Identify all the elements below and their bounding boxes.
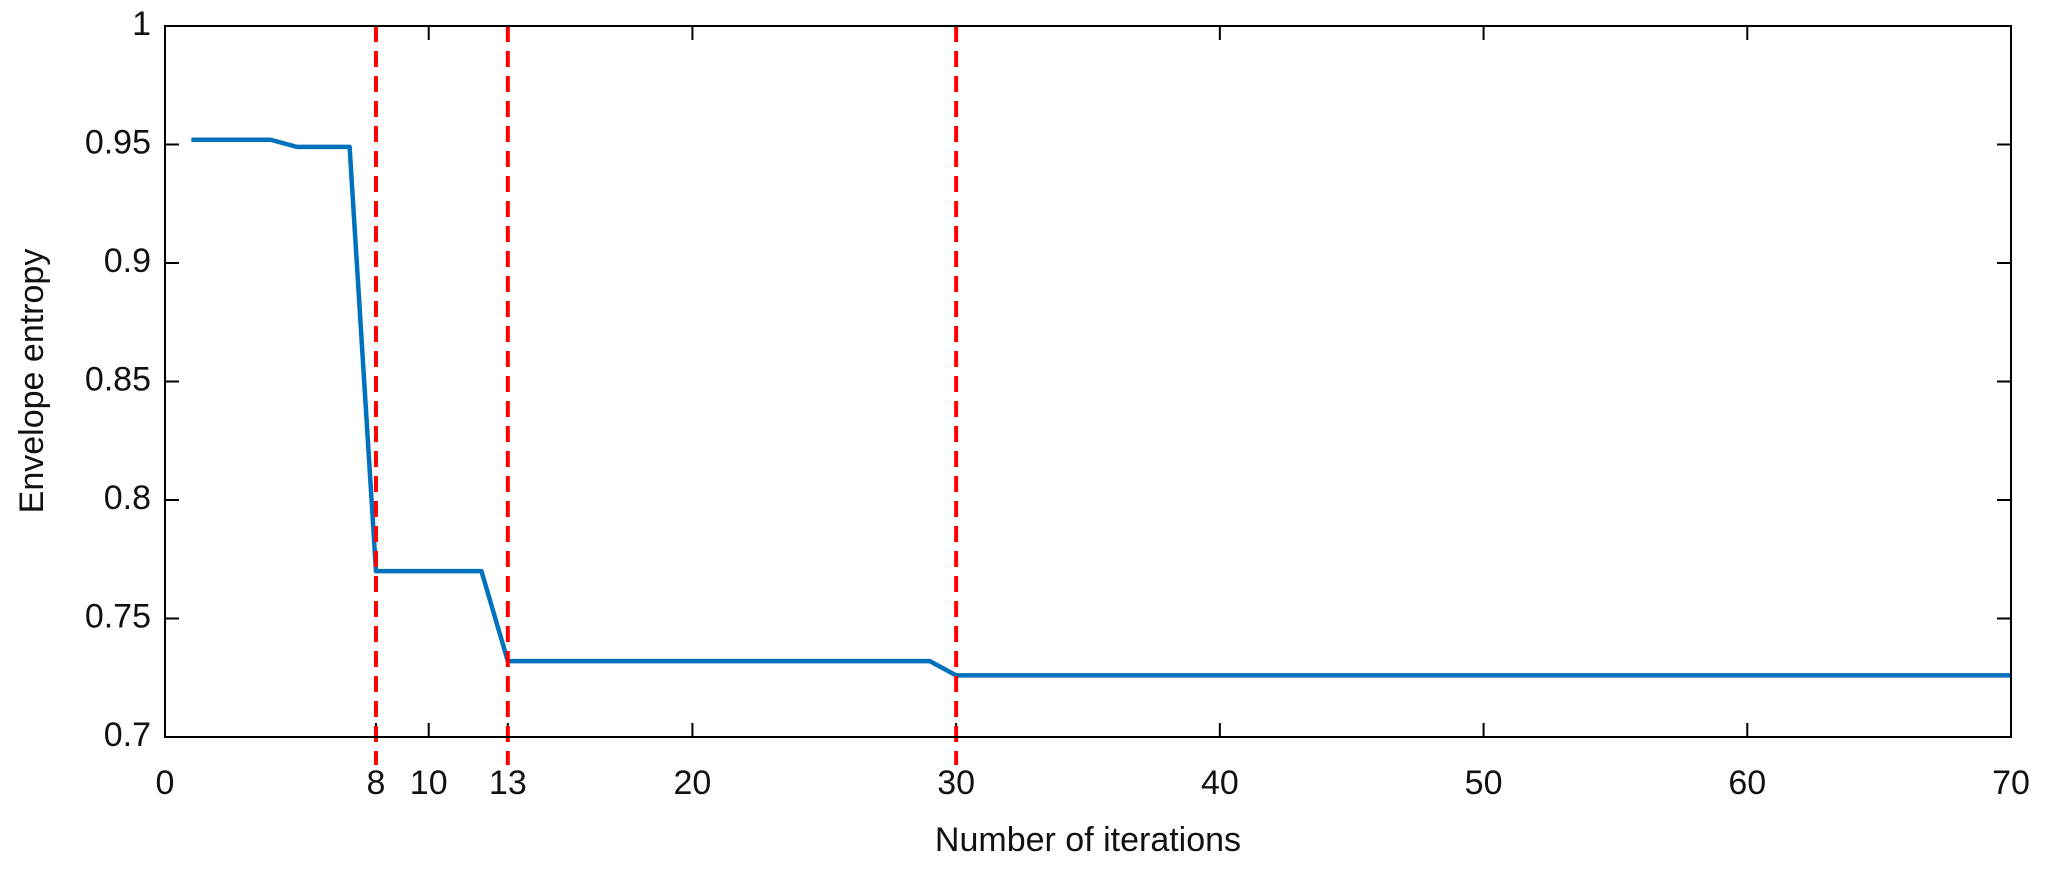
x-tick-label: 20	[674, 764, 712, 802]
x-tick-label: 8	[367, 764, 386, 802]
x-tick-label: 50	[1465, 764, 1503, 802]
x-tick-label: 60	[1728, 764, 1766, 802]
plot-frame	[164, 25, 2012, 738]
y-tick-label: 1	[132, 5, 151, 43]
y-tick-label: 0.7	[104, 716, 151, 754]
x-tick-label: 13	[489, 764, 527, 802]
x-tick-label: 10	[410, 764, 448, 802]
y-tick-label: 0.75	[85, 597, 151, 635]
x-tick-label: 30	[937, 764, 975, 802]
x-tick-label: 40	[1201, 764, 1239, 802]
data-line	[191, 137, 2011, 678]
y-tick-label: 0.85	[85, 360, 151, 398]
x-axis-label: Number of iterations	[935, 821, 1241, 859]
x-tick-label: 70	[1992, 764, 2030, 802]
y-axis-label: Envelope entropy	[13, 249, 51, 514]
x-tick-label: 0	[156, 764, 175, 802]
y-tick-label: 0.95	[85, 123, 151, 161]
y-tick-label: 0.8	[104, 479, 151, 517]
y-tick-label: 0.9	[104, 242, 151, 280]
